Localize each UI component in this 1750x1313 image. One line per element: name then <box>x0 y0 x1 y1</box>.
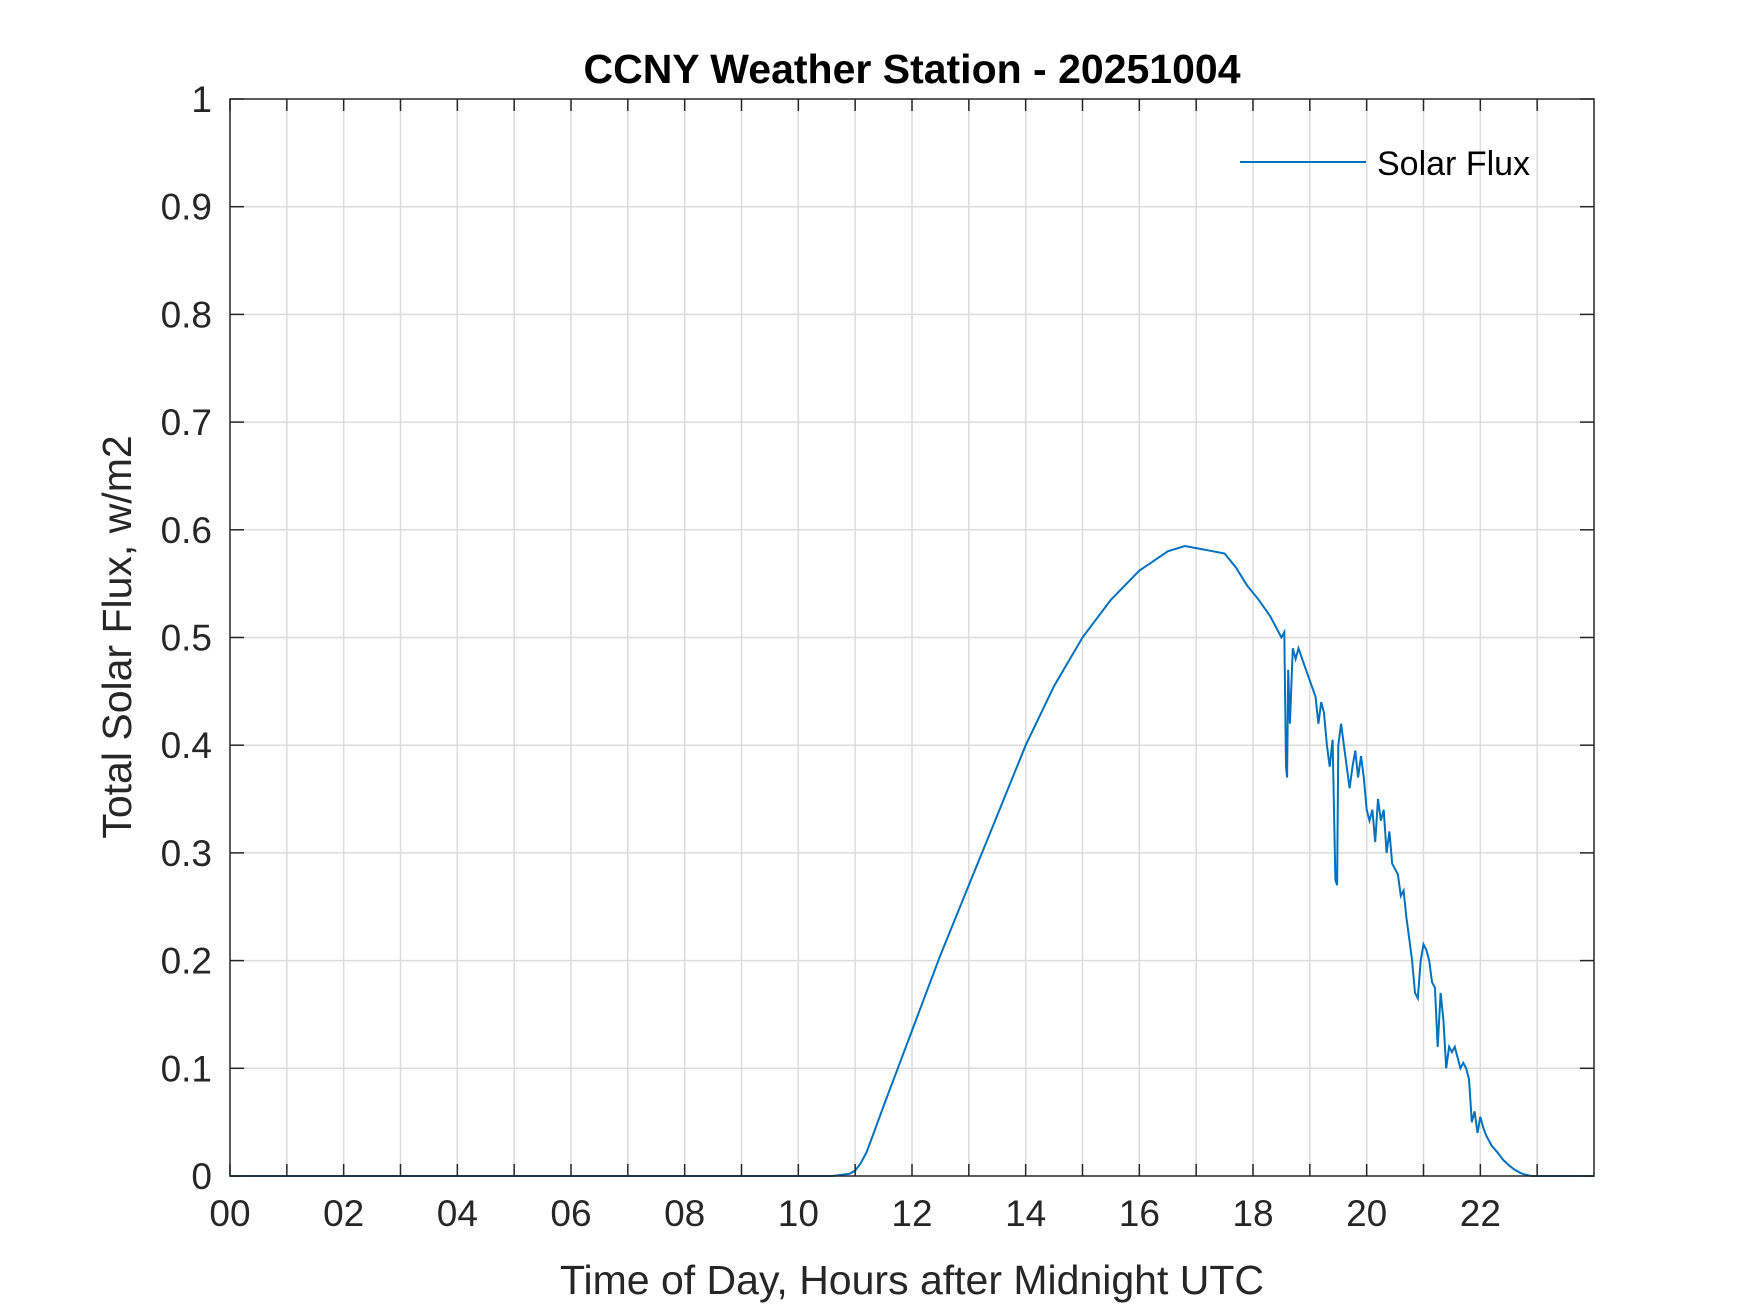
axis-ticks <box>229 98 1594 1177</box>
x-axis-label: Time of Day, Hours after Midnight UTC <box>560 1257 1264 1303</box>
y-tick-label: 0.2 <box>161 941 212 982</box>
x-tick-label: 18 <box>1232 1193 1273 1234</box>
y-tick-label: 0.1 <box>161 1048 212 1089</box>
x-tick-label: 16 <box>1119 1193 1160 1234</box>
x-tick-label: 22 <box>1460 1193 1501 1234</box>
x-tick-label: 06 <box>550 1193 591 1234</box>
y-tick-label: 0.6 <box>161 510 212 551</box>
grid-lines <box>230 99 1594 1176</box>
y-tick-label: 0.5 <box>161 618 212 659</box>
x-tick-label: 04 <box>437 1193 478 1234</box>
x-tick-label: 14 <box>1005 1193 1046 1234</box>
solar-flux-series-line <box>230 544 1594 1177</box>
legend-label: Solar Flux <box>1377 145 1530 183</box>
x-tick-label: 12 <box>891 1193 932 1234</box>
y-tick-label: 1 <box>191 79 212 120</box>
x-tick-label: 10 <box>778 1193 819 1234</box>
x-tick-labels: 00 02 04 06 08 10 12 14 16 18 20 22 <box>209 1193 1500 1234</box>
y-tick-label: 0.3 <box>161 833 212 874</box>
x-tick-label: 02 <box>323 1193 364 1234</box>
x-tick-label: 20 <box>1346 1193 1387 1234</box>
x-tick-label: 08 <box>664 1193 705 1234</box>
y-tick-labels: 0 0.1 0.2 0.3 0.4 0.5 0.6 0.7 0.8 0.9 1 <box>161 79 212 1197</box>
legend: Solar Flux <box>1240 145 1530 183</box>
x-tick-label: 00 <box>209 1193 250 1234</box>
y-tick-label: 0.8 <box>161 294 212 335</box>
chart-title: CCNY Weather Station - 20251004 <box>583 46 1240 92</box>
y-tick-label: 0.9 <box>161 187 212 228</box>
y-axis-label: Total Solar Flux, w/m2 <box>94 435 140 838</box>
y-tick-label: 0 <box>191 1156 212 1197</box>
y-tick-label: 0.7 <box>161 402 212 443</box>
y-tick-label: 0.4 <box>161 725 212 766</box>
